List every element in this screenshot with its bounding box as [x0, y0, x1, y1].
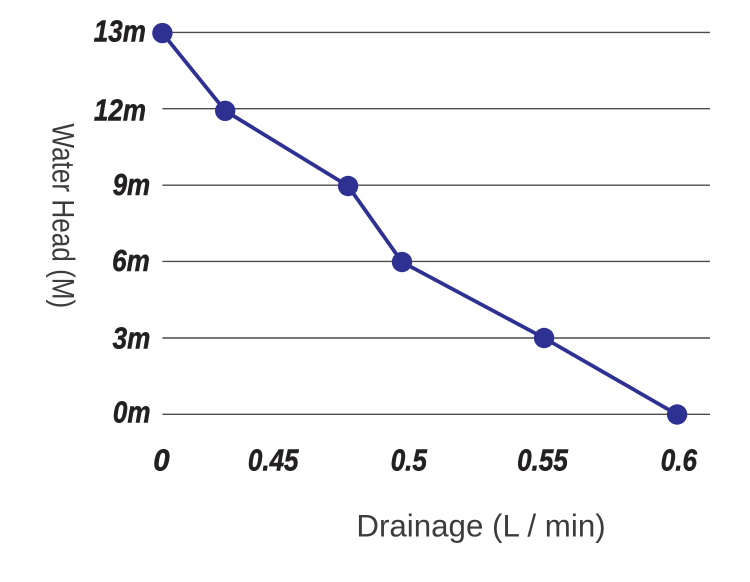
svg-text:0.6: 0.6	[661, 443, 698, 478]
svg-text:13m: 13m	[94, 14, 146, 49]
svg-text:12m: 12m	[94, 93, 146, 128]
svg-text:Water Head (M): Water Head (M)	[45, 123, 80, 308]
svg-text:0m: 0m	[113, 395, 151, 430]
svg-text:6m: 6m	[112, 244, 150, 279]
svg-text:0: 0	[153, 444, 170, 478]
svg-text:Drainage (L / min): Drainage (L / min)	[356, 509, 605, 544]
svg-text:0.55: 0.55	[517, 443, 569, 478]
svg-text:3m: 3m	[113, 321, 151, 356]
svg-text:0.5: 0.5	[391, 443, 428, 478]
svg-text:0.45: 0.45	[248, 443, 300, 478]
svg-text:9m: 9m	[113, 168, 151, 203]
